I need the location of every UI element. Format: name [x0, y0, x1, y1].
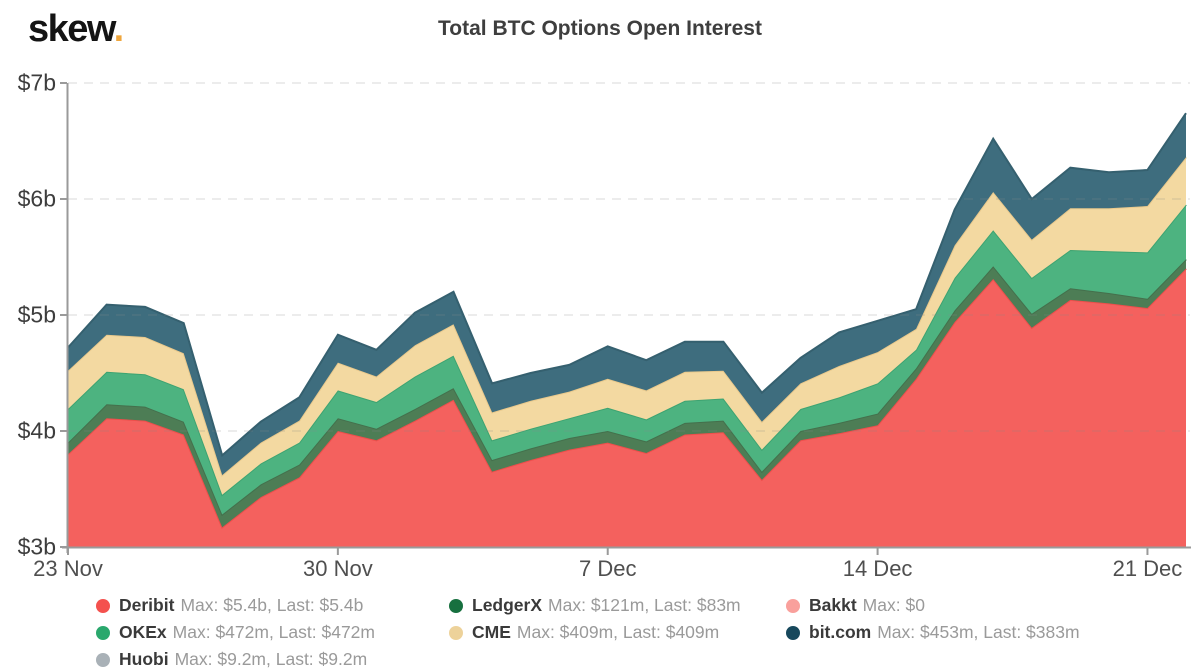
legend-item-stats: Max: $9.2m, Last: $9.2m	[174, 649, 368, 669]
legend-item-name: Bakkt	[809, 595, 857, 615]
area-edge-bit-com	[67, 112, 1187, 458]
page-title: Total BTC Options Open Interest	[438, 17, 762, 40]
legend-item-okex[interactable]: OKEx Max: $472m, Last: $472m	[96, 619, 375, 646]
x-axis-label: 30 Nov	[303, 556, 373, 581]
brand-logo-text: skew	[28, 8, 115, 50]
legend-item-stats: Max: $472m, Last: $472m	[172, 622, 375, 642]
legend-item-name: CME	[472, 622, 511, 642]
legend-item-stats: Max: $409m, Last: $409m	[516, 622, 720, 642]
legend-item-deribit[interactable]: Deribit Max: $5.4b, Last: $5.4b	[96, 592, 375, 619]
area-edge-ledgerx	[67, 258, 1187, 517]
legend-item-name: OKEx	[119, 622, 167, 642]
legend-dot-icon	[786, 625, 800, 640]
y-axis-label: $7b	[17, 69, 56, 96]
legend-dot-icon	[786, 598, 800, 613]
legend-item-name: LedgerX	[472, 595, 543, 615]
x-axis-label: 21 Dec	[1112, 556, 1183, 581]
y-axis-label: $3b	[17, 533, 56, 560]
legend-dot-icon	[96, 598, 110, 613]
area-deribit[interactable]	[68, 268, 1186, 547]
brand-logo-dot-icon: .	[113, 8, 125, 50]
y-axis-label: $6b	[17, 185, 56, 212]
legend-column: Bakkt Max: $0 bit.com Max: $453m, Last: $38…	[786, 592, 1080, 646]
legend-item-bakkt[interactable]: Bakkt Max: $0	[786, 592, 1080, 619]
y-axis-label: $5b	[17, 301, 56, 328]
x-axis-label: 7 Dec	[578, 556, 637, 581]
x-axis-label: 14 Dec	[842, 556, 913, 581]
x-axis-label: 23 Nov	[33, 556, 103, 581]
legend-item-name: Huobi	[119, 649, 169, 669]
legend-dot-icon	[449, 625, 463, 640]
legend-dot-icon	[96, 625, 110, 640]
legend-item-name: Deribit	[119, 595, 175, 615]
legend-dot-icon	[449, 598, 463, 613]
legend-item-huobi[interactable]: Huobi Max: $9.2m, Last: $9.2m	[96, 646, 375, 670]
legend-item-stats: Max: $453m, Last: $383m	[877, 622, 1080, 642]
legend-item-cme[interactable]: CME Max: $409m, Last: $409m	[449, 619, 741, 646]
legend-item-name: bit.com	[809, 622, 872, 642]
y-axis-label: $4b	[17, 417, 56, 444]
legend-item-stats: Max: $0	[862, 595, 925, 615]
legend-column: LedgerX Max: $121m, Last: $83m CME Max: $40…	[449, 592, 741, 646]
legend-item-stats: Max: $5.4b, Last: $5.4b	[180, 595, 364, 615]
legend-item-stats: Max: $121m, Last: $83m	[548, 595, 741, 615]
brand-logo: skew.	[28, 8, 125, 51]
legend-item-ledgerx[interactable]: LedgerX Max: $121m, Last: $83m	[449, 592, 741, 619]
legend-column: Deribit Max: $5.4b, Last: $5.4b OKEx Max: $…	[96, 592, 375, 670]
legend-item-bit-com[interactable]: bit.com Max: $453m, Last: $383m	[786, 619, 1080, 646]
legend-dot-icon	[96, 652, 110, 667]
